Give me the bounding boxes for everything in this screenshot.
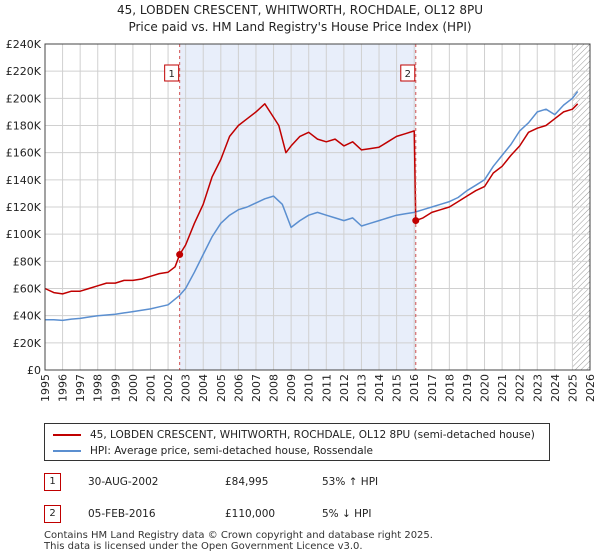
y-tick-label: £40K (13, 310, 42, 323)
x-tick-label: 2022 (514, 374, 527, 402)
sale-badge-2: 2 (44, 505, 61, 523)
legend-swatch-property (53, 434, 81, 436)
sale-marker-label: 2 (405, 69, 411, 80)
sale-hpi-1: 53% ↑ HPI (322, 476, 379, 488)
grid-lines (44, 43, 591, 371)
series-hpi-line (45, 91, 579, 322)
y-tick-label: £240K (6, 38, 42, 51)
legend-item-property: 45, LOBDEN CRESCENT, WHITWORTH, ROCHDALE… (53, 427, 535, 443)
chart-legend: 45, LOBDEN CRESCENT, WHITWORTH, ROCHDALE… (44, 423, 550, 461)
x-tick-label: 2000 (127, 374, 140, 402)
y-tick-label: £0 (27, 364, 41, 377)
x-tick-label: 1995 (39, 374, 52, 402)
chart-subtitle: Price paid vs. HM Land Registry's House … (128, 20, 472, 34)
x-tick-label: 2020 (479, 374, 492, 402)
x-tick-label: 2007 (250, 374, 263, 402)
x-tick-label: 1997 (74, 374, 87, 402)
sale-marker-box (400, 64, 416, 82)
sale-marker-point (412, 217, 420, 225)
chart-title-block: 45, LOBDEN CRESCENT, WHITWORTH, ROCHDALE… (0, 2, 600, 36)
y-tick-label: £220K (6, 65, 42, 78)
x-tick-label: 2018 (443, 374, 456, 402)
y-tick-label: £20K (13, 337, 42, 350)
footer-licence: This data is licensed under the Open Gov… (44, 541, 363, 552)
series-property-line (44, 103, 579, 295)
legend-item-hpi: HPI: Average price, semi-detached house,… (53, 443, 373, 459)
x-tick-label: 2006 (232, 374, 245, 402)
sale-marker-label: 1 (168, 69, 174, 80)
x-tick-label: 2011 (320, 374, 333, 402)
legend-swatch-hpi (53, 450, 81, 452)
legend-label-property: 45, LOBDEN CRESCENT, WHITWORTH, ROCHDALE… (90, 429, 535, 441)
x-tick-label: 2001 (144, 374, 157, 402)
series-layer (44, 91, 579, 322)
x-tick-label: 2014 (373, 374, 386, 402)
chart-title: 45, LOBDEN CRESCENT, WHITWORTH, ROCHDALE… (117, 3, 483, 17)
x-tick-label: 2026 (584, 374, 597, 402)
x-tick-label: 2025 (566, 374, 579, 402)
y-tick-label: £140K (6, 174, 42, 187)
x-tick-label: 2017 (426, 374, 439, 402)
x-tick-label: 2003 (180, 374, 193, 402)
y-tick-label: £80K (13, 255, 42, 268)
footer-copyright: Contains HM Land Registry data © Crown c… (44, 530, 433, 541)
x-tick-label: 2008 (268, 374, 281, 402)
x-tick-label: 2024 (549, 374, 562, 402)
plot-frame (44, 43, 591, 371)
x-tick-label: 2021 (496, 374, 509, 402)
x-tick-label: 2019 (461, 374, 474, 402)
x-tick-label: 1999 (109, 374, 122, 402)
y-tick-label: £100K (6, 228, 42, 241)
x-tick-label: 2005 (215, 374, 228, 402)
x-tick-label: 2016 (408, 374, 421, 402)
x-tick-label: 1996 (57, 374, 70, 402)
axes: £0 £20K £40K £60K £80K £100K £120K £140K £160K £1… (6, 38, 597, 402)
x-tick-label: 2004 (197, 374, 210, 402)
x-tick-label: 2009 (285, 374, 298, 402)
sale-marker-box (164, 64, 180, 82)
legend-label-hpi: HPI: Average price, semi-detached house,… (90, 445, 374, 457)
x-tick-label: 1998 (92, 374, 105, 402)
sale-price-2: £110,000 (225, 508, 276, 520)
sale-hpi-2: 5% ↓ HPI (322, 508, 372, 520)
y-tick-label: £120K (6, 201, 42, 214)
x-tick-label: 2013 (355, 374, 368, 402)
footer: Contains HM Land Registry data © Crown c… (44, 530, 433, 552)
x-tick-label: 2010 (303, 374, 316, 402)
y-tick-label: £160K (6, 147, 42, 160)
x-tick-label: 2015 (391, 374, 404, 402)
sale-date-1: 30-AUG-2002 (88, 476, 159, 488)
y-tick-label: £200K (6, 92, 42, 105)
y-tick-label: £180K (6, 120, 42, 133)
sale-badge-1: 1 (44, 473, 61, 491)
sale-marker-point (176, 251, 184, 259)
sale-price-1: £84,995 (225, 476, 269, 488)
sale-date-2: 05-FEB-2016 (88, 508, 156, 520)
x-tick-label: 2002 (162, 374, 175, 402)
x-tick-label: 2012 (338, 374, 351, 402)
y-tick-label: £60K (13, 283, 42, 296)
x-tick-label: 2023 (531, 374, 544, 402)
